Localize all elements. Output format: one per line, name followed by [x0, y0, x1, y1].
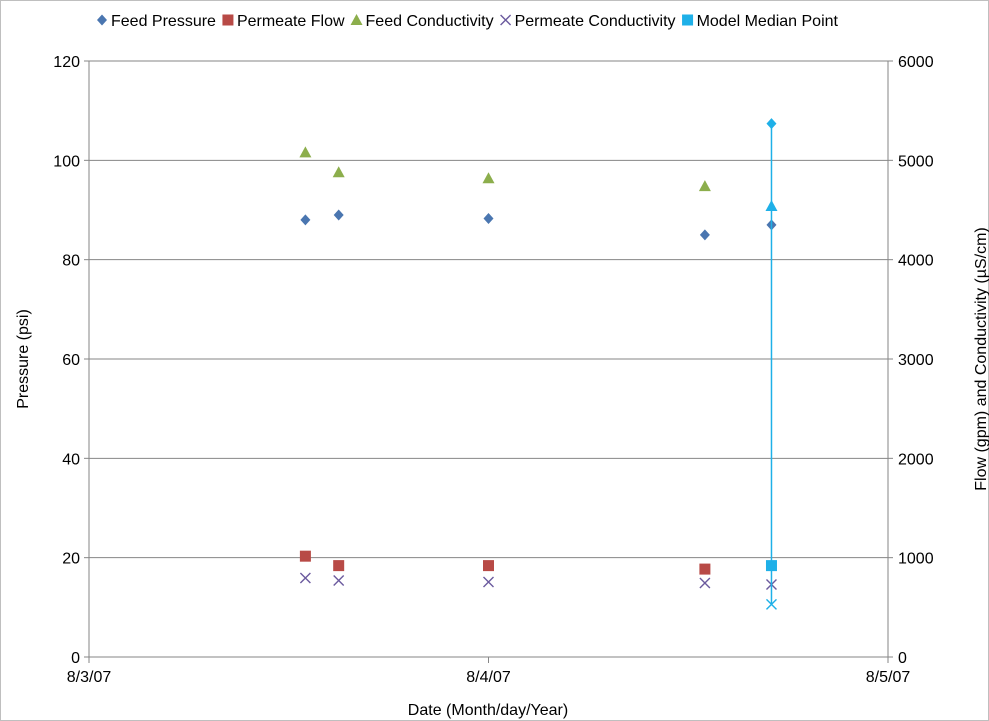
legend-label-feed-conductivity: Feed Conductivity — [366, 13, 494, 30]
legend: Feed Pressure Permeate Flow Feed Conductiv… — [97, 13, 839, 30]
legend-item-feed-pressure: Feed Pressure — [97, 13, 216, 30]
feed-pressure-point — [300, 214, 311, 226]
model-median-point-low-marker — [765, 598, 777, 610]
legend-label-permeate-flow: Permeate Flow — [237, 13, 345, 30]
legend-item-permeate-flow: Permeate Flow — [222, 13, 345, 30]
legend-label-model-median-point: Model Median Point — [697, 13, 839, 30]
left-axis-ticks: 0 20 40 60 80 100 120 — [53, 54, 89, 667]
x-tick-label: 8/5/07 — [866, 669, 911, 686]
legend-label-feed-pressure: Feed Pressure — [111, 13, 216, 30]
y-axis-left-title: Pressure (psi) — [15, 309, 32, 409]
x-axis-ticks: 8/3/07 8/4/07 8/5/07 — [67, 657, 911, 686]
x-tick-label: 8/3/07 — [67, 669, 112, 686]
data-marks — [299, 118, 778, 610]
legend-marker-model-median-point — [682, 14, 694, 26]
feed-pressure-point — [333, 209, 344, 221]
right-tick-label: 3000 — [898, 352, 934, 369]
right-axis-ticks: 0 1000 2000 3000 4000 5000 6000 — [888, 54, 934, 667]
right-tick-label: 1000 — [898, 551, 934, 568]
x-axis-title: Date (Month/day/Year) — [408, 702, 568, 719]
feed-conductivity-point — [299, 146, 312, 158]
feed-pressure-point — [483, 212, 494, 224]
left-tick-label: 100 — [53, 153, 80, 170]
legend-label-permeate-conductivity: Permeate Conductivity — [515, 13, 676, 30]
legend-marker-feed-conductivity — [350, 14, 363, 25]
left-tick-label: 20 — [62, 551, 80, 568]
permeate-flow-point — [699, 563, 711, 575]
legend-item-permeate-conductivity: Permeate Conductivity — [500, 13, 676, 30]
feed-pressure-point — [699, 229, 710, 241]
feed-conductivity-point — [482, 172, 495, 184]
left-tick-label: 120 — [53, 54, 80, 71]
left-tick-label: 40 — [62, 451, 80, 468]
right-tick-label: 2000 — [898, 451, 934, 468]
model-median-point-mid-marker — [765, 200, 778, 212]
permeate-conductivity-point — [483, 576, 494, 588]
permeate-flow-point — [483, 560, 494, 572]
model-median-point-high-marker — [766, 118, 777, 130]
left-tick-label: 0 — [71, 650, 80, 667]
legend-item-model-median-point: Model Median Point — [682, 13, 839, 30]
legend-marker-permeate-conductivity — [500, 14, 512, 26]
right-tick-label: 6000 — [898, 54, 934, 71]
right-tick-label: 5000 — [898, 153, 934, 170]
feed-conductivity-point — [332, 166, 345, 178]
permeate-flow-point — [299, 550, 311, 562]
legend-marker-feed-pressure — [97, 14, 107, 26]
gridlines — [89, 60, 888, 658]
right-tick-label: 0 — [898, 650, 907, 667]
permeate-conductivity-point — [299, 572, 311, 584]
permeate-flow-point — [333, 560, 345, 572]
x-tick-label: 8/4/07 — [466, 669, 511, 686]
model-median-point-point — [765, 560, 777, 572]
permeate-conductivity-point — [333, 575, 345, 587]
legend-item-feed-conductivity: Feed Conductivity — [350, 13, 494, 30]
left-tick-label: 80 — [62, 253, 80, 270]
y-axis-right-title: Flow (gpm) and Conductivity (µS/cm) — [973, 227, 989, 491]
feed-conductivity-point — [698, 180, 711, 192]
right-tick-label: 4000 — [898, 253, 934, 270]
left-tick-label: 60 — [62, 352, 80, 369]
legend-marker-permeate-flow — [222, 14, 234, 26]
permeate-conductivity-point — [699, 577, 711, 589]
